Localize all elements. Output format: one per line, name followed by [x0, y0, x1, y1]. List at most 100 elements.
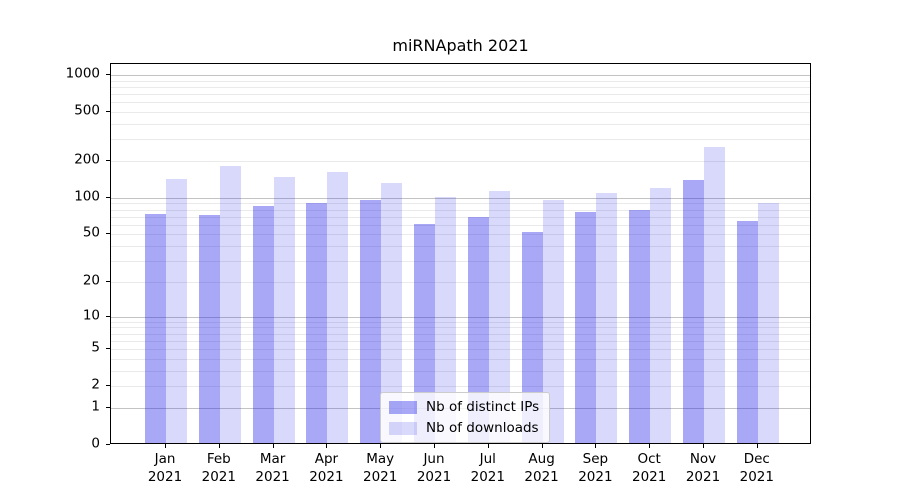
gridline-minor [111, 94, 810, 96]
y-axis-tick-mark [106, 280, 110, 282]
gridline-minor [111, 112, 810, 114]
y-axis-tick-label: 200 [74, 151, 100, 168]
y-axis-tick-mark [106, 160, 110, 161]
y-axis-tick-label: 0 [91, 435, 100, 452]
gridline-minor [111, 321, 810, 323]
x-axis-tick-label: Jun 2021 [416, 451, 452, 485]
legend-item-distinct-ips: Nb of distinct IPs [389, 399, 539, 415]
bar-distinct-ips-aug [521, 232, 543, 443]
x-axis-tick-mark [595, 444, 597, 448]
bar-distinct-ips-sep [575, 211, 597, 443]
bar-distinct-ips-dec [736, 221, 758, 443]
bar-downloads-feb [219, 165, 241, 443]
bar-distinct-ips-feb [198, 214, 220, 443]
x-axis-tick-mark [326, 444, 328, 448]
x-axis-tick-mark [487, 444, 489, 448]
bar-downloads-sep [596, 193, 618, 443]
gridline-minor [111, 161, 810, 162]
x-axis-tick-mark [541, 444, 543, 448]
x-axis-tick-mark [272, 444, 274, 448]
bar-distinct-ips-apr [306, 202, 328, 443]
x-axis-tick-label: Jul 2021 [470, 451, 505, 485]
gridline-major [111, 316, 810, 318]
gridline-minor [111, 349, 810, 350]
bar-downloads-oct [650, 187, 672, 443]
x-axis-tick-mark [218, 444, 220, 448]
bar-distinct-ips-jan [145, 214, 166, 443]
bar-downloads-jun [435, 197, 456, 443]
gridline-minor [111, 234, 810, 236]
gridline-minor [111, 209, 810, 211]
x-axis-tick-label: Aug 2021 [524, 451, 559, 485]
bar-downloads-nov [704, 147, 725, 443]
gridline-minor [111, 358, 810, 360]
bar-downloads-aug [542, 200, 564, 443]
legend: Nb of distinct IPs Nb of downloads [380, 392, 551, 444]
gridline-minor [111, 333, 810, 335]
y-axis-tick-mark [106, 74, 110, 75]
gridline-major [111, 75, 810, 76]
y-axis-tick-mark [106, 406, 110, 408]
gridline-major [111, 197, 810, 199]
y-axis-tick-label: 1 [91, 398, 100, 415]
legend-swatch-downloads [389, 421, 417, 435]
bar-downloads-apr [327, 171, 349, 443]
x-axis-tick-label: Oct 2021 [632, 451, 667, 485]
gridline-minor [111, 216, 810, 218]
bar-distinct-ips-may [360, 200, 382, 443]
y-axis-tick-mark [106, 348, 110, 349]
chart-title: miRNApath 2021 [392, 36, 529, 55]
gridline-minor [111, 340, 810, 342]
x-axis-tick-mark [165, 444, 166, 448]
y-axis-tick-label: 5 [91, 339, 100, 356]
x-axis-tick-mark [649, 444, 651, 448]
x-axis-tick-mark [380, 444, 382, 448]
x-axis-tick-mark [434, 444, 435, 448]
y-axis-tick-mark [106, 444, 110, 445]
bar-downloads-jan [166, 179, 187, 443]
y-axis-tick-mark [106, 111, 110, 113]
x-axis-tick-label: Feb 2021 [201, 451, 236, 485]
y-axis-tick-mark [106, 385, 110, 387]
bar-distinct-ips-jun [414, 223, 435, 443]
x-axis-tick-label: Nov 2021 [685, 451, 721, 485]
x-axis-tick-label: Apr 2021 [309, 451, 344, 485]
legend-label-distinct-ips: Nb of distinct IPs [426, 399, 540, 415]
legend-label-downloads: Nb of downloads [426, 420, 539, 437]
gridline-minor [111, 370, 810, 372]
x-axis-tick-mark [756, 444, 758, 448]
y-axis-tick-label: 50 [82, 224, 100, 241]
x-axis-tick-label: Mar 2021 [255, 451, 290, 485]
bar-downloads-mar [273, 177, 295, 443]
gridline-minor [111, 281, 810, 283]
y-axis-tick-label: 20 [82, 272, 100, 289]
gridline-minor [111, 124, 810, 125]
gridline-minor [111, 224, 810, 226]
gridline-minor [111, 102, 810, 104]
gridline-minor [111, 80, 810, 82]
bar-downloads-may [381, 182, 403, 443]
y-axis-tick-mark [106, 315, 110, 317]
y-axis-tick-label: 500 [74, 102, 100, 119]
x-axis-tick-label: Sep 2021 [578, 451, 613, 485]
gridline-minor [111, 139, 810, 141]
y-axis-tick-label: 2 [91, 376, 100, 393]
bar-downloads-dec [757, 203, 779, 443]
x-axis-tick-label: Jan 2021 [147, 451, 183, 485]
x-axis-tick-label: May 2021 [363, 451, 398, 485]
plot-area: Nb of distinct IPs Nb of downloads [110, 63, 811, 444]
gridline-minor [111, 386, 810, 388]
y-axis-tick-mark [106, 196, 110, 198]
y-axis-tick-mark [106, 233, 110, 235]
gridline-minor [111, 327, 810, 329]
gridline-minor [111, 203, 810, 205]
legend-swatch-distinct-ips [389, 400, 417, 414]
bar-distinct-ips-mar [252, 206, 274, 443]
bar-distinct-ips-nov [683, 179, 704, 443]
gridline-minor [111, 261, 810, 263]
x-axis-tick-label: Dec 2021 [739, 451, 774, 485]
bar-distinct-ips-jul [467, 217, 489, 443]
x-axis-tick-mark [703, 444, 704, 448]
y-axis-tick-label: 1000 [65, 65, 100, 82]
